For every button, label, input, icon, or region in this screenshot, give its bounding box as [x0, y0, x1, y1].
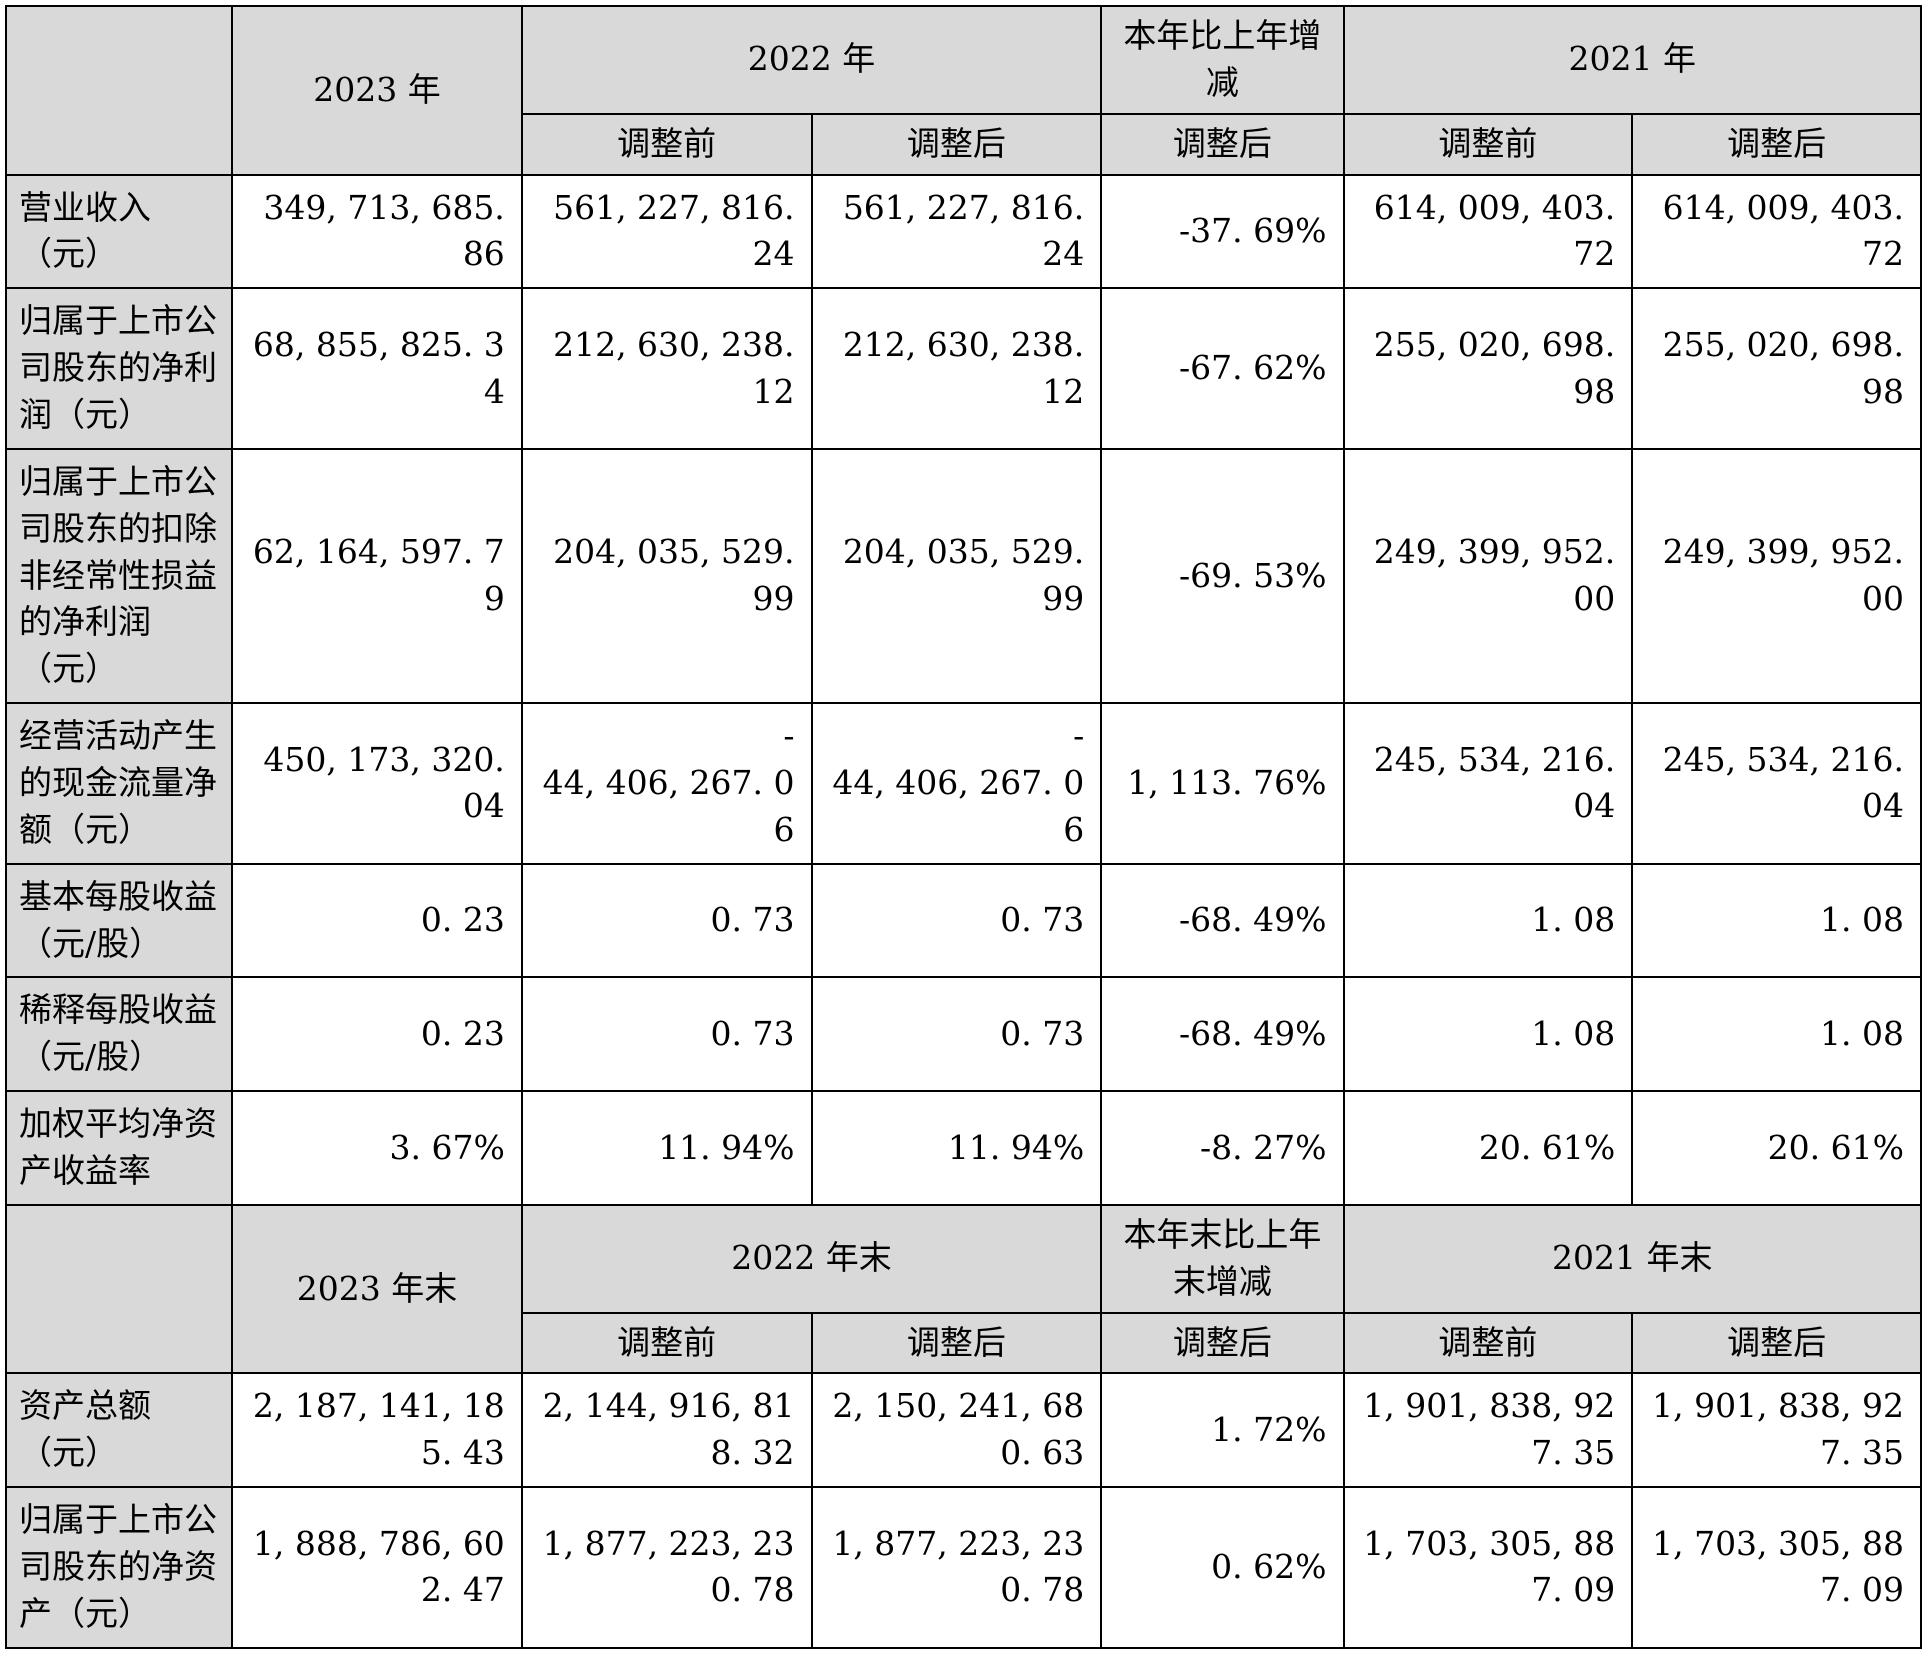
cell-2023: 62, 164, 597. 7 9	[231, 447, 523, 705]
cell-2023: 1, 888, 786, 60 2. 47	[231, 1486, 523, 1649]
row-label: 加权平均净资 产收益率	[4, 1090, 234, 1206]
section2-header-row: 2023 年末 2022 年末 本年末比上年 末增减 2021 年末	[4, 1203, 1922, 1375]
header-2023: 2023 年	[231, 5, 523, 176]
cell-2021-post: 1. 08	[1631, 862, 1922, 979]
cell-2022-post: 204, 035, 529. 99	[810, 447, 1103, 705]
cell-2021-pre: 1. 08	[1342, 862, 1634, 979]
cell-2021-post: 249, 399, 952. 00	[1631, 447, 1922, 705]
cell-2022-pre: 0. 73	[520, 976, 813, 1093]
row-net-assets: 归属于上市公 司股东的净资 产（元） 1, 888, 786, 60 2. 47…	[4, 1486, 1922, 1649]
cell-2022-post: 0. 73	[810, 862, 1103, 979]
cell-2023: 349, 713, 685. 86	[231, 173, 523, 290]
cell-2022-pre: 212, 630, 238. 12	[520, 287, 813, 450]
cell-2022-pre: 11. 94%	[520, 1090, 813, 1206]
cell-2021-post: 1, 901, 838, 92 7. 35	[1631, 1372, 1922, 1489]
cell-2022-post: 212, 630, 238. 12	[810, 287, 1103, 450]
section1-subheader-row: 调整前 调整后 调整后 调整前 调整后	[6, 112, 1922, 176]
section1-header-row: 2023 年 2022 年 本年比上年增 减 2021 年	[4, 5, 1922, 176]
cell-2022-post: 2, 150, 241, 68 0. 63	[810, 1372, 1103, 1489]
header-2023-end: 2023 年末	[231, 1203, 523, 1375]
cell-2022-post: 0. 73	[810, 976, 1103, 1093]
cell-2022-pre: 0. 73	[520, 862, 813, 979]
header-2022: 2022 年	[520, 5, 1103, 115]
subheader-2022-end-post: 调整后	[810, 1311, 1103, 1375]
cell-2022-pre: 561, 227, 816. 24	[520, 173, 813, 290]
row-net-profit-deducted: 归属于上市公 司股东的扣除 非经常性损益 的净利润 （元） 62, 164, 5…	[4, 447, 1922, 705]
cell-2021-pre: 20. 61%	[1342, 1090, 1634, 1206]
section2-subheader-row: 调整前 调整后 调整后 调整前 调整后	[6, 1311, 1922, 1375]
cell-2022-post: 11. 94%	[810, 1090, 1103, 1206]
subheader-change-post: 调整后	[1100, 112, 1345, 176]
cell-2022-pre: 1, 877, 223, 23 0. 78	[520, 1486, 813, 1649]
cell-change: 1, 113. 76%	[1100, 702, 1345, 865]
subheader-2021-end-post: 调整后	[1631, 1311, 1922, 1375]
financial-summary-table: 2023 年 2022 年 本年比上年增 减 2021 年 调整前 调整后 调整…	[4, 5, 1922, 1649]
cell-2023: 450, 173, 320. 04	[231, 702, 523, 865]
cell-2021-pre: 614, 009, 403. 72	[1342, 173, 1634, 290]
row-operating-cash-flow: 经营活动产生 的现金流量净 额（元） 450, 173, 320. 04 - 4…	[4, 702, 1922, 865]
header-2021-end: 2021 年末	[1342, 1203, 1922, 1314]
header-2021: 2021 年	[1342, 5, 1922, 115]
row-label: 营业收入 （元）	[4, 173, 234, 290]
cell-2022-post: 561, 227, 816. 24	[810, 173, 1103, 290]
cell-change: 0. 62%	[1100, 1486, 1345, 1649]
corner-cell	[4, 5, 234, 176]
subheader-2022-pre: 调整前	[520, 112, 813, 176]
row-label: 基本每股收益 （元/股）	[4, 862, 234, 979]
cell-change: -68. 49%	[1100, 862, 1345, 979]
row-revenue: 营业收入 （元） 349, 713, 685. 86 561, 227, 816…	[4, 173, 1922, 290]
subheader-2022-post: 调整后	[810, 112, 1103, 176]
row-label: 归属于上市公 司股东的净资 产（元）	[4, 1486, 234, 1649]
cell-2021-post: 255, 020, 698. 98	[1631, 287, 1922, 450]
row-diluted-eps: 稀释每股收益 （元/股） 0. 23 0. 73 0. 73 -68. 49% …	[4, 976, 1922, 1093]
row-net-profit: 归属于上市公 司股东的净利 润（元） 68, 855, 825. 3 4 212…	[4, 287, 1922, 450]
cell-2023: 3. 67%	[231, 1090, 523, 1206]
header-change: 本年比上年增 减	[1100, 5, 1345, 115]
row-label: 稀释每股收益 （元/股）	[4, 976, 234, 1093]
cell-2021-post: 1. 08	[1631, 976, 1922, 1093]
cell-2023: 68, 855, 825. 3 4	[231, 287, 523, 450]
cell-change: -67. 62%	[1100, 287, 1345, 450]
cell-2021-pre: 1, 901, 838, 92 7. 35	[1342, 1372, 1634, 1489]
cell-change: -69. 53%	[1100, 447, 1345, 705]
subheader-2022-end-pre: 调整前	[520, 1311, 813, 1375]
row-label: 归属于上市公 司股东的扣除 非经常性损益 的净利润 （元）	[4, 447, 234, 705]
corner-cell	[4, 1203, 234, 1375]
row-label: 资产总额 （元）	[4, 1372, 234, 1489]
cell-2021-pre: 249, 399, 952. 00	[1342, 447, 1634, 705]
cell-2021-pre: 255, 020, 698. 98	[1342, 287, 1634, 450]
row-basic-eps: 基本每股收益 （元/股） 0. 23 0. 73 0. 73 -68. 49% …	[4, 862, 1922, 979]
subheader-change-end-post: 调整后	[1100, 1311, 1345, 1375]
subheader-2021-end-pre: 调整前	[1342, 1311, 1634, 1375]
cell-2022-post: - 44, 406, 267. 0 6	[810, 702, 1103, 865]
cell-2021-pre: 1. 08	[1342, 976, 1634, 1093]
row-label: 经营活动产生 的现金流量净 额（元）	[4, 702, 234, 865]
cell-2021-post: 1, 703, 305, 88 7. 09	[1631, 1486, 1922, 1649]
cell-change: -8. 27%	[1100, 1090, 1345, 1206]
cell-change: -37. 69%	[1100, 173, 1345, 290]
header-change-end: 本年末比上年 末增减	[1100, 1203, 1345, 1314]
cell-2023: 2, 187, 141, 18 5. 43	[231, 1372, 523, 1489]
cell-2022-pre: - 44, 406, 267. 0 6	[520, 702, 813, 865]
cell-2021-post: 245, 534, 216. 04	[1631, 702, 1922, 865]
cell-change: -68. 49%	[1100, 976, 1345, 1093]
cell-2021-post: 20. 61%	[1631, 1090, 1922, 1206]
subheader-2021-post: 调整后	[1631, 112, 1922, 176]
cell-2021-post: 614, 009, 403. 72	[1631, 173, 1922, 290]
subheader-2021-pre: 调整前	[1342, 112, 1634, 176]
row-total-assets: 资产总额 （元） 2, 187, 141, 18 5. 43 2, 144, 9…	[4, 1372, 1922, 1489]
row-weighted-avg-roe: 加权平均净资 产收益率 3. 67% 11. 94% 11. 94% -8. 2…	[4, 1090, 1922, 1206]
cell-2022-post: 1, 877, 223, 23 0. 78	[810, 1486, 1103, 1649]
row-label: 归属于上市公 司股东的净利 润（元）	[4, 287, 234, 450]
cell-2023: 0. 23	[231, 976, 523, 1093]
cell-2023: 0. 23	[231, 862, 523, 979]
cell-change: 1. 72%	[1100, 1372, 1345, 1489]
cell-2021-pre: 245, 534, 216. 04	[1342, 702, 1634, 865]
header-2022-end: 2022 年末	[520, 1203, 1103, 1314]
cell-2022-pre: 204, 035, 529. 99	[520, 447, 813, 705]
cell-2021-pre: 1, 703, 305, 88 7. 09	[1342, 1486, 1634, 1649]
cell-2022-pre: 2, 144, 916, 81 8. 32	[520, 1372, 813, 1489]
